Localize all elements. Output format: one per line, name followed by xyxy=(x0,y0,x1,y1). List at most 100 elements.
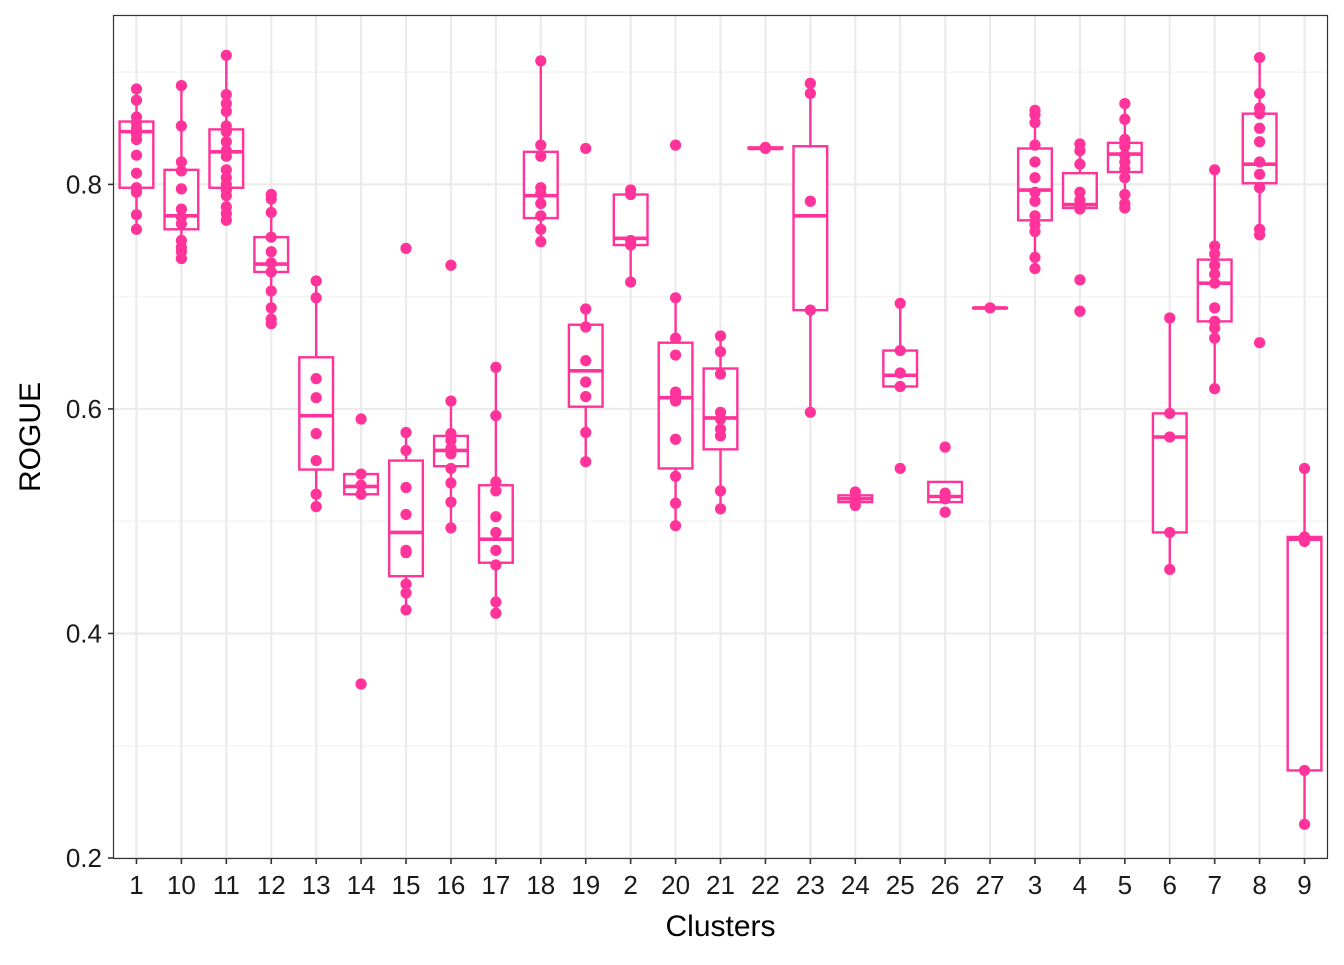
data-point xyxy=(1074,305,1086,317)
data-point xyxy=(1254,168,1266,180)
data-point xyxy=(355,479,367,491)
data-point xyxy=(1119,172,1131,184)
data-point xyxy=(220,214,232,226)
data-point xyxy=(669,349,682,361)
data-point xyxy=(445,259,457,271)
data-point xyxy=(669,497,682,509)
data-point xyxy=(535,139,547,151)
data-point xyxy=(310,392,322,404)
x-tick-label: 27 xyxy=(976,870,1005,900)
data-point xyxy=(714,330,727,342)
x-tick-label: 2 xyxy=(623,870,637,900)
data-point xyxy=(804,77,816,89)
data-point xyxy=(1119,97,1131,110)
data-point xyxy=(220,97,232,110)
point-layer xyxy=(130,49,1311,830)
data-point xyxy=(310,373,322,385)
data-point xyxy=(984,302,996,314)
data-point xyxy=(1254,229,1266,241)
data-point xyxy=(400,426,412,439)
data-point xyxy=(1029,225,1041,238)
x-tick-label: 26 xyxy=(931,870,960,900)
data-point xyxy=(669,332,682,344)
data-point xyxy=(130,209,143,221)
data-point xyxy=(265,193,277,205)
data-point xyxy=(580,321,592,333)
data-point xyxy=(714,503,727,515)
data-point xyxy=(175,252,187,265)
data-point xyxy=(220,190,232,202)
data-point xyxy=(1119,202,1131,214)
data-point xyxy=(400,508,412,521)
data-point xyxy=(1074,158,1086,170)
data-point xyxy=(1209,164,1221,176)
data-point xyxy=(1164,431,1176,443)
data-point xyxy=(1209,240,1221,252)
data-point xyxy=(1209,332,1221,344)
x-tick-label: 21 xyxy=(706,870,735,900)
data-point xyxy=(310,275,322,287)
x-tick-label: 19 xyxy=(571,870,600,900)
data-point xyxy=(894,367,906,379)
data-point xyxy=(175,203,187,215)
data-point xyxy=(580,376,592,388)
y-tick-label: 0.4 xyxy=(66,618,102,648)
data-point xyxy=(265,206,277,219)
data-point xyxy=(1029,156,1041,168)
data-point xyxy=(535,150,547,162)
data-point xyxy=(1074,186,1086,198)
data-point xyxy=(580,456,592,468)
data-point xyxy=(310,292,322,304)
data-point xyxy=(894,380,906,393)
data-point xyxy=(490,361,502,373)
data-point xyxy=(490,511,502,523)
y-tick-label: 0.8 xyxy=(66,169,102,199)
data-point xyxy=(1209,322,1221,334)
x-tick-label: 14 xyxy=(347,870,376,900)
data-point xyxy=(625,188,637,201)
data-point xyxy=(490,607,502,619)
box-iqr xyxy=(792,145,829,312)
y-axis-title: ROGUE xyxy=(14,382,47,492)
data-point xyxy=(1254,337,1266,349)
data-point xyxy=(804,304,816,316)
data-point xyxy=(1298,818,1311,830)
box-17 xyxy=(477,367,514,614)
data-point xyxy=(220,164,232,176)
data-point xyxy=(535,210,547,222)
data-point xyxy=(1298,462,1311,475)
data-point xyxy=(400,587,412,599)
data-point xyxy=(1074,203,1086,215)
data-point xyxy=(175,80,187,92)
x-tick-label: 8 xyxy=(1252,870,1266,900)
data-point xyxy=(849,499,861,512)
data-point xyxy=(939,506,951,518)
data-point xyxy=(1209,259,1221,271)
data-point xyxy=(1209,268,1221,280)
x-tick-label: 13 xyxy=(302,870,331,900)
data-point xyxy=(175,218,187,230)
data-point xyxy=(445,434,457,446)
data-point xyxy=(175,120,187,132)
data-point xyxy=(804,195,816,207)
data-point xyxy=(939,441,951,453)
data-point xyxy=(1029,172,1041,184)
data-point xyxy=(310,428,322,440)
data-point xyxy=(1254,182,1266,194)
data-point xyxy=(580,390,592,403)
data-point xyxy=(1298,535,1311,548)
data-point xyxy=(1254,122,1266,134)
x-tick-label: 10 xyxy=(167,870,196,900)
data-point xyxy=(220,136,232,148)
data-point xyxy=(220,88,232,101)
x-tick-label: 23 xyxy=(796,870,825,900)
data-point xyxy=(714,485,727,497)
data-point xyxy=(445,522,457,534)
data-point xyxy=(1209,248,1221,260)
data-point xyxy=(130,133,143,146)
x-tick-label: 11 xyxy=(213,870,240,900)
data-point xyxy=(1209,277,1221,289)
data-point xyxy=(535,55,547,67)
data-point xyxy=(580,303,592,315)
